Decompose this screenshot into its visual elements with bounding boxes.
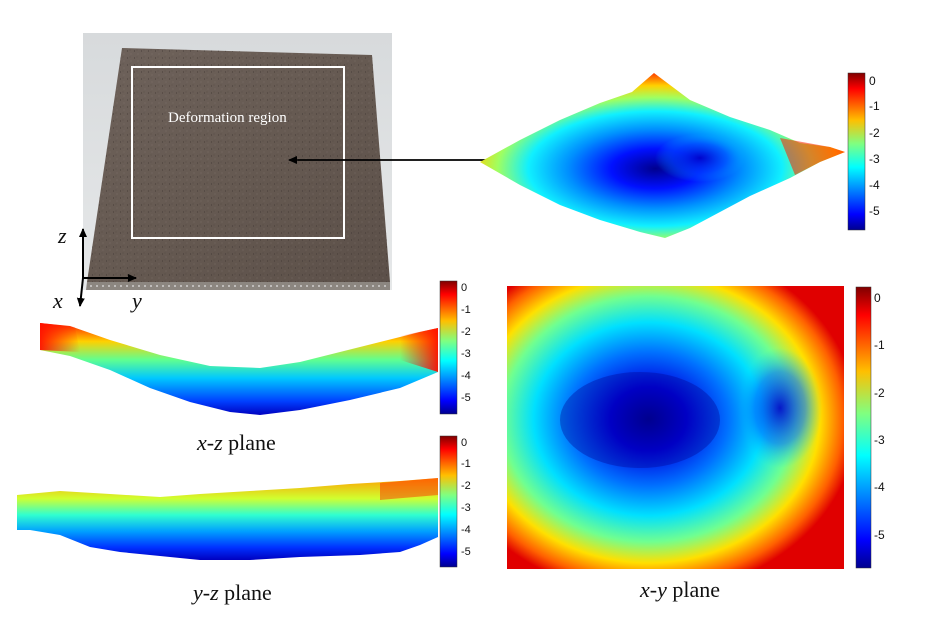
cb3d-tick: -2	[869, 126, 880, 140]
cbyz-tick: -1	[461, 458, 471, 470]
cbxz-tick: -1	[461, 304, 471, 316]
cbxy-tick: -3	[874, 433, 885, 447]
caption-xy-plane: x-y plane	[639, 577, 720, 602]
colorbar-surface3d: 0 -1 -2 -3 -4 -5	[847, 72, 880, 231]
cbxy-tick: -2	[874, 386, 885, 400]
cb3d-tick: 0	[869, 74, 876, 88]
colorbar-yz: 0 -1 -2 -3 -4 -5	[439, 435, 471, 568]
caption-xz-rest: plane	[223, 430, 276, 455]
cbyz-tick: 0	[461, 437, 467, 449]
y-axis-label: y	[130, 288, 142, 313]
xz-profile-left-tip	[40, 323, 80, 352]
yz-profile-plot	[17, 478, 438, 560]
coordinate-axes: z x y	[52, 223, 142, 313]
xz-profile-plot	[40, 323, 438, 415]
yz-profile	[17, 478, 438, 560]
stone-edge	[86, 282, 390, 290]
xz-profile	[40, 323, 438, 415]
cbyz-tick: -5	[461, 546, 471, 558]
z-axis-label: z	[57, 223, 67, 248]
surface-3d-deep-lobe	[655, 134, 745, 182]
cbyz-tick: -3	[461, 502, 471, 514]
colorbar-xz: 0 -1 -2 -3 -4 -5	[439, 280, 471, 415]
colorbar-xy-bar	[855, 286, 872, 569]
caption-yz-plane: y-z plane	[191, 580, 272, 605]
cb3d-tick: -5	[869, 204, 880, 218]
caption-yz-rest: plane	[219, 580, 272, 605]
xz-profile-right-tip	[400, 328, 438, 372]
caption-xy-rest: plane	[667, 577, 720, 602]
cbxz-tick: 0	[461, 282, 467, 294]
colorbar-xz-bar	[439, 280, 458, 415]
cbyz-tick: -4	[461, 524, 471, 536]
colorbar-surface3d-bar	[847, 72, 866, 231]
cb3d-tick: -3	[869, 152, 880, 166]
cb3d-tick: -1	[869, 99, 880, 113]
caption-xz-var: x-z	[196, 430, 223, 455]
colorbar-xy: 0 -1 -2 -3 -4 -5	[855, 286, 885, 569]
caption-xy-var: x-y	[639, 577, 667, 602]
cb3d-tick: -4	[869, 178, 880, 192]
deformation-region-label: Deformation region	[168, 110, 287, 126]
surface-3d-plot	[480, 73, 845, 238]
stone-texture	[87, 48, 390, 282]
xy-map-right-lobe	[738, 348, 822, 468]
cbxz-tick: -2	[461, 326, 471, 338]
xy-map-plot	[507, 286, 844, 569]
deformation-region-frame	[131, 66, 345, 239]
cbxy-tick: -4	[874, 480, 885, 494]
cbxz-tick: -3	[461, 348, 471, 360]
cbxz-tick: -5	[461, 392, 471, 404]
x-axis-label: x	[52, 288, 63, 313]
cbxy-tick: -5	[874, 528, 885, 542]
xy-map-core	[560, 372, 720, 468]
cbxy-tick: 0	[874, 291, 881, 305]
caption-xz-plane: x-z plane	[196, 430, 276, 455]
cbxz-tick: -4	[461, 370, 471, 382]
surface-3d-red-rim	[780, 138, 845, 175]
cbxy-tick: -1	[874, 338, 885, 352]
yz-profile-right-tip	[380, 478, 438, 500]
caption-yz-var: y-z	[191, 580, 219, 605]
specimen-photo: Deformation region	[83, 33, 392, 290]
cbyz-tick: -2	[461, 480, 471, 492]
colorbar-yz-bar	[439, 435, 458, 568]
x-axis-arrow	[76, 277, 85, 307]
